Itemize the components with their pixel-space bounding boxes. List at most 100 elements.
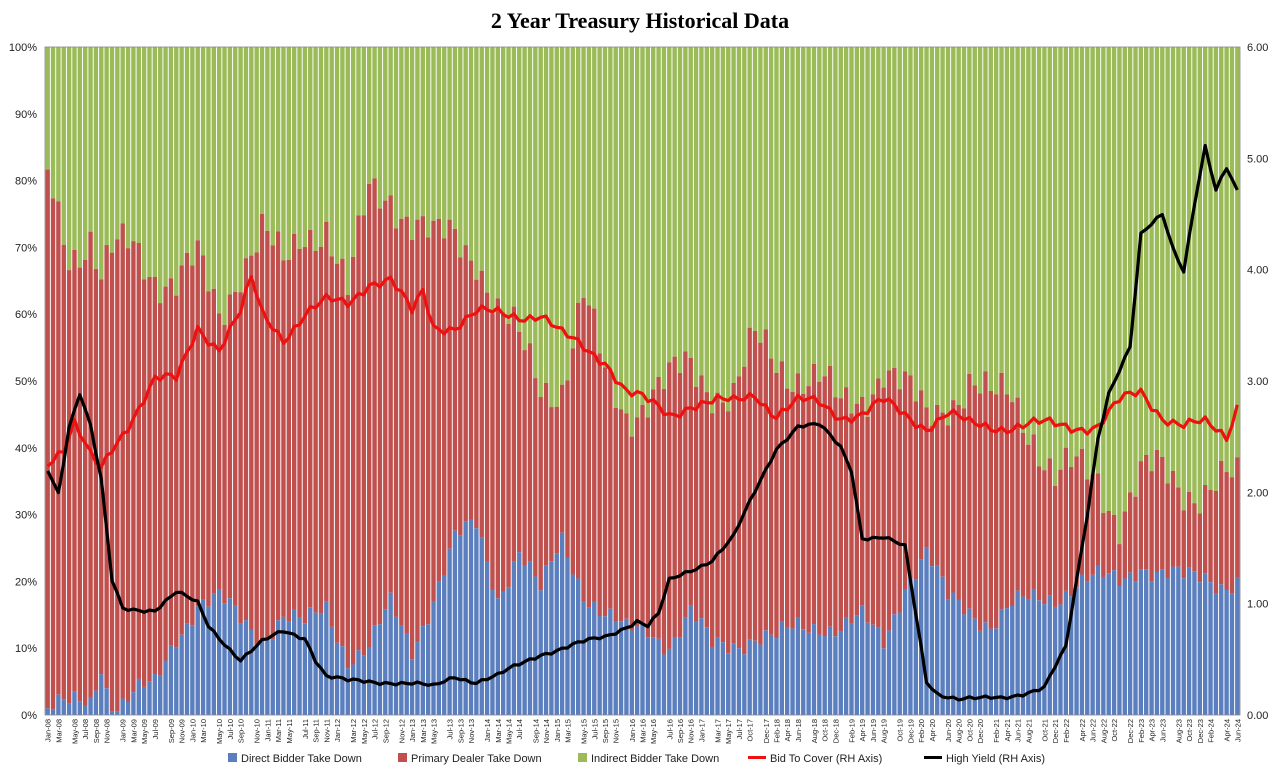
bar-direct xyxy=(131,692,136,715)
bar-group xyxy=(174,47,179,715)
x-tick-label: May-09 xyxy=(140,719,149,744)
bar-indirect xyxy=(683,47,688,352)
bar-group xyxy=(897,47,902,715)
plot-area xyxy=(44,46,1241,716)
bar-primary-dealer xyxy=(361,215,367,656)
bar-indirect xyxy=(854,47,860,404)
bar-group xyxy=(1186,47,1192,715)
bar-indirect xyxy=(152,47,158,277)
bar-indirect xyxy=(977,47,983,394)
bar-direct xyxy=(902,589,908,715)
bar-group xyxy=(1004,47,1010,715)
bar-group xyxy=(1176,47,1181,715)
bar-primary-dealer xyxy=(913,401,918,580)
bar-primary-dealer xyxy=(141,279,147,687)
legend-swatch xyxy=(228,753,237,762)
bar-group xyxy=(302,47,308,715)
bar-direct xyxy=(833,636,838,715)
bar-direct xyxy=(881,648,886,715)
bar-direct xyxy=(827,626,833,715)
bar-indirect xyxy=(1181,47,1186,511)
bar-direct xyxy=(913,579,918,715)
bar-primary-dealer xyxy=(458,257,463,536)
bar-direct xyxy=(179,634,184,715)
bar-group xyxy=(452,47,458,715)
bar-primary-dealer xyxy=(393,228,399,617)
bar-primary-dealer xyxy=(72,249,77,692)
bar-direct xyxy=(409,659,415,715)
x-tick-label: Sep-10 xyxy=(237,719,246,743)
bar-indirect xyxy=(1101,47,1106,514)
bar-primary-dealer xyxy=(843,387,849,618)
bar-group xyxy=(115,47,120,715)
bar-indirect xyxy=(249,47,254,256)
bar-primary-dealer xyxy=(511,306,517,562)
bar-direct xyxy=(1079,574,1085,715)
x-tick-label: Dec-22 xyxy=(1126,719,1135,743)
bar-direct xyxy=(972,618,977,715)
bar-direct xyxy=(704,627,710,715)
bar-primary-dealer xyxy=(736,376,742,649)
x-tick-label: Jan-09 xyxy=(119,719,128,742)
x-tick-label: Aug-22 xyxy=(1099,719,1108,743)
x-tick-label: Nov-13 xyxy=(467,719,476,743)
bar-group xyxy=(1181,47,1186,715)
bar-direct xyxy=(924,547,929,715)
bar-group xyxy=(865,47,870,715)
bar-primary-dealer xyxy=(329,256,334,627)
bar-direct xyxy=(350,664,356,715)
bar-direct xyxy=(581,601,586,715)
x-tick-label: May-15 xyxy=(580,719,589,744)
high-yield-line xyxy=(46,143,1239,702)
bar-primary-dealer xyxy=(447,219,452,549)
bar-direct xyxy=(1031,588,1036,715)
bar-primary-dealer xyxy=(324,221,329,602)
bar-indirect xyxy=(860,47,865,397)
bar-indirect xyxy=(929,47,935,426)
x-tick-label: Nov-14 xyxy=(542,719,551,743)
bar-primary-dealer xyxy=(420,216,425,627)
bar-group xyxy=(56,47,61,715)
bar-primary-dealer xyxy=(720,402,726,643)
bar-primary-dealer xyxy=(543,382,549,566)
bar-indirect xyxy=(822,47,827,377)
bar-indirect xyxy=(817,47,822,382)
x-tick-label: Mar-10 xyxy=(199,719,208,743)
bar-indirect xyxy=(404,47,409,217)
bar-group xyxy=(1031,47,1036,715)
bar-indirect xyxy=(511,47,517,307)
left-tick-label: 0% xyxy=(21,710,37,722)
bar-group xyxy=(993,47,999,715)
x-tick-label: May-10 xyxy=(215,719,224,744)
bar-indirect xyxy=(1219,47,1224,461)
bar-group xyxy=(806,47,811,715)
bar-direct xyxy=(463,521,468,715)
bar-primary-dealer xyxy=(318,246,324,614)
bar-primary-dealer xyxy=(425,237,431,625)
bar-primary-dealer xyxy=(827,365,833,627)
bar-indirect xyxy=(838,47,843,399)
bar-direct xyxy=(1036,600,1042,715)
bar-group xyxy=(1052,47,1058,715)
bar-group xyxy=(763,47,768,715)
bar-primary-dealer xyxy=(77,267,83,702)
bar-group xyxy=(736,47,742,715)
bar-primary-dealer xyxy=(1095,473,1101,566)
bar-group xyxy=(768,47,774,715)
bar-indirect xyxy=(1031,47,1036,435)
bar-indirect xyxy=(479,47,484,271)
bar-primary-dealer xyxy=(1197,513,1203,583)
bar-primary-dealer xyxy=(125,248,131,702)
bar-indirect xyxy=(592,47,597,309)
bar-direct xyxy=(259,639,265,715)
bar-primary-dealer xyxy=(784,388,790,628)
x-tick-label: Mar-13 xyxy=(419,719,428,743)
bar-direct xyxy=(806,632,811,715)
bar-indirect xyxy=(956,47,961,405)
bar-direct xyxy=(158,675,163,715)
bar-direct xyxy=(200,599,206,715)
bar-group xyxy=(961,47,967,715)
bar-direct xyxy=(999,609,1004,715)
bar-direct xyxy=(238,623,243,715)
bar-group xyxy=(147,47,152,715)
